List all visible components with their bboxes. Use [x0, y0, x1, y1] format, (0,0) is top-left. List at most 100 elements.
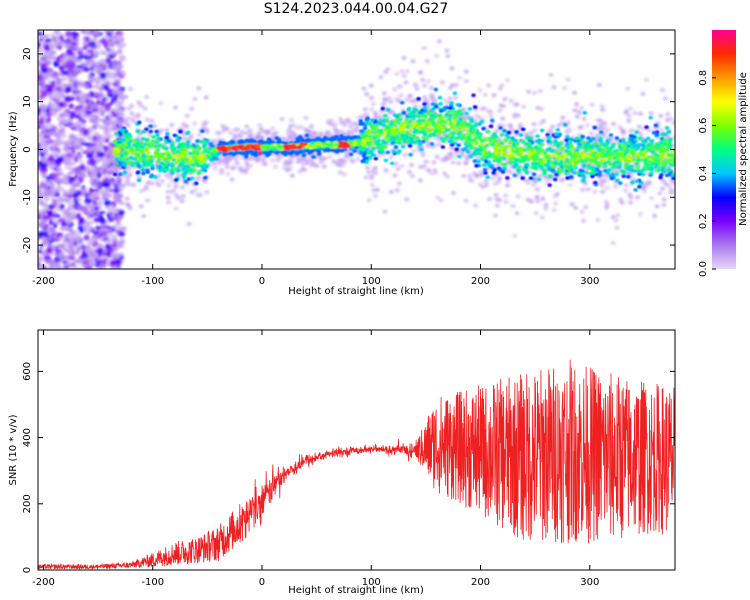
spectrogram-cell [119, 188, 124, 192]
spectrogram-cell [497, 177, 502, 181]
spectrogram-cell [521, 105, 526, 109]
spectrogram-cell [180, 185, 185, 189]
spectrogram-cell [44, 196, 50, 202]
spectrogram-cell [394, 145, 398, 149]
spectrogram-cell [342, 172, 347, 176]
spectrogram-cell [72, 182, 79, 186]
spectrogram-cell [225, 165, 230, 169]
spectrogram-cell [195, 193, 200, 197]
spectrogram-cell [73, 76, 78, 81]
spectrogram-cell [663, 97, 668, 101]
spectrogram-cell [484, 179, 489, 183]
spectrogram-cell [237, 135, 242, 139]
spectrogram-cell [64, 96, 72, 102]
spectrogram-cell [485, 175, 489, 179]
spectrogram-cell [505, 154, 509, 158]
spectrogram-cell [535, 199, 540, 203]
spectrogram-cell [149, 155, 153, 159]
spectrogram-cell [92, 136, 97, 140]
spectrogram-cell [273, 165, 278, 169]
spectrogram-cell [100, 113, 105, 116]
spectrogram-cell [42, 216, 49, 220]
spectrogram-cell [124, 123, 129, 127]
spectrogram-cell [410, 174, 415, 178]
spectrogram-cell [477, 88, 482, 92]
spectrogram-cell [377, 153, 382, 157]
spectrogram-cell [341, 162, 346, 166]
spectrogram-cell [661, 203, 666, 207]
spectrogram-cell [532, 172, 536, 176]
spectrogram-cell [78, 159, 83, 162]
spectrogram-cell [219, 171, 224, 175]
spectrogram-cell [655, 133, 659, 137]
spectrogram-cell [329, 119, 334, 123]
spectrogram-cell [457, 155, 461, 159]
spectrogram-cell [98, 106, 104, 109]
spectrogram-cell [116, 68, 121, 74]
spectrogram-cell [83, 67, 89, 72]
spectrogram-cell [286, 132, 291, 136]
spectrogram-cell [63, 210, 70, 216]
spectrogram-cell [101, 38, 107, 44]
spectrogram-cell [391, 141, 395, 145]
spectrogram-cell [144, 95, 149, 99]
spectrogram-cell [55, 87, 62, 91]
spectrogram-cell [270, 126, 275, 130]
spectrogram-cell [285, 169, 290, 173]
spectrogram-cell [635, 195, 640, 199]
spectrogram-cell [421, 136, 425, 140]
spectrogram-cell [224, 160, 229, 164]
spectrogram-cell [194, 182, 198, 186]
spectrogram-cell [579, 106, 584, 110]
spectrogram-cell [479, 170, 484, 174]
spectrogram-cell [114, 157, 118, 161]
spectrogram-cell [68, 43, 73, 49]
spectrogram-cell [185, 114, 190, 118]
spectrogram-cell [217, 161, 222, 165]
spectrogram-cell [68, 194, 73, 198]
spectrogram-cell [69, 134, 76, 140]
spectrogram-cell [610, 145, 614, 149]
spectrogram-cell [451, 161, 456, 165]
spectrogram-cell [97, 63, 105, 68]
spectrogram-cell [174, 206, 179, 210]
spectrogram-cell [364, 175, 369, 179]
spectrogram-cell [74, 70, 78, 75]
spectrogram-cell [378, 75, 383, 79]
spectrogram-cell [234, 158, 239, 162]
spectrogram-cell [240, 156, 245, 160]
spectrogram-cell [626, 119, 631, 123]
spectrogram-cell [505, 78, 510, 82]
spectrogram-cell [99, 211, 106, 214]
spectrogram-cell [244, 124, 249, 128]
spectrogram-cell [597, 173, 601, 177]
spectrogram-cell [36, 213, 41, 216]
spectrogram-cell [305, 130, 310, 134]
spectrogram-cell [638, 212, 643, 216]
spectrogram-cell [667, 130, 671, 134]
spectrogram-cell [461, 174, 466, 178]
spectrogram-cell [121, 184, 126, 188]
spectrogram-cell [56, 244, 61, 248]
spectrogram-cell [117, 194, 122, 199]
spectrogram-cell [53, 62, 59, 68]
spectrogram-cell [139, 204, 144, 208]
spectrogram-cell [397, 85, 402, 89]
spectrogram-cell [637, 169, 641, 173]
spectrogram-cell [82, 264, 90, 268]
spectrogram-cell [302, 168, 307, 172]
spectrogram-cell [339, 121, 344, 125]
spectrogram-cell [54, 238, 60, 241]
spectrogram-cell [557, 168, 561, 172]
spectrogram-cell [166, 175, 171, 179]
spectrogram-cell [480, 185, 485, 189]
spectrogram-cell [487, 197, 492, 201]
spectrogram-cell [47, 158, 55, 162]
spectrogram-cell [166, 183, 171, 187]
spectrogram-cell [365, 118, 369, 122]
spectrogram-cell [36, 200, 42, 204]
spectrogram-cell [637, 125, 642, 129]
spectrogram-cell [425, 59, 430, 63]
spectrogram-cell [359, 129, 363, 133]
spectrogram-cell [599, 140, 603, 144]
